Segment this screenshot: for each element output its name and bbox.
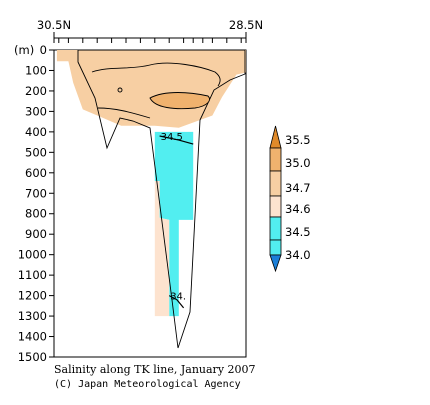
legend-swatch-4 (269, 216, 282, 241)
y-tick-label: 900 (25, 227, 47, 241)
y-tick-label: 1300 (18, 309, 47, 323)
contour-34-7-lower (97, 107, 151, 119)
legend-label: 35.5 (285, 133, 311, 147)
bathymetry-outline (77, 49, 246, 349)
region-salinity-34.5-34.6 (154, 131, 194, 317)
y-tick-label: 1500 (18, 350, 47, 364)
y-tick-label: 300 (25, 104, 47, 118)
contour-label-0: 34.5 (161, 132, 183, 143)
y-tick-label: 1200 (18, 289, 47, 303)
credit-text: (C) Japan Meteorological Agency (54, 379, 241, 390)
y-tick-label: 100 (25, 63, 47, 77)
y-tick-label: 600 (25, 166, 47, 180)
legend-label: 35.0 (285, 156, 311, 170)
x-tick-label: 30.5N (37, 18, 71, 32)
legend-swatch-1 (269, 147, 282, 172)
y-tick-label: 700 (25, 186, 47, 200)
region-salinity-34.6-34.7-patch (154, 181, 170, 317)
legend-label: 34.5 (285, 225, 311, 239)
y-tick-label: 1400 (18, 330, 47, 344)
legend: 35.5 35.0 34.7 34.6 34.5 34.0 (269, 125, 311, 273)
legend-swatch-2 (269, 170, 282, 197)
y-tick-label: 200 (25, 84, 47, 98)
x-axis: 30.5N 28.5N (37, 18, 263, 43)
legend-swatch-5 (269, 239, 282, 256)
chart-title: Salinity along TK line, January 2007 (54, 363, 256, 376)
y-tick-label: 400 (25, 125, 47, 139)
y-tick-label: 0 (40, 43, 47, 57)
contour-line-1 (168, 295, 185, 309)
contour-line-0 (159, 135, 194, 145)
legend-label: 34.0 (285, 248, 311, 262)
contour-35-0-small (117, 87, 123, 93)
contour-35-0-inner (149, 92, 210, 110)
y-tick-label: 1100 (18, 268, 47, 282)
contour-label-1: 34. (170, 292, 186, 303)
salinity-regions (56, 50, 247, 317)
y-tick-label: 500 (25, 145, 47, 159)
y-unit-label: (m) (14, 43, 34, 57)
legend-label: 34.7 (285, 181, 311, 195)
y-tick-label: 1000 (18, 248, 47, 262)
contour-labels: 34.5 34. (159, 132, 194, 309)
x-tick-label: 28.5N (229, 18, 263, 32)
legend-swatch-3 (269, 195, 282, 218)
legend-swatch-bottom (269, 254, 282, 273)
contours (91, 62, 221, 119)
contour-35-0-upper (91, 62, 221, 87)
y-tick-label: 800 (25, 207, 47, 221)
region-salinity-34.7-35.0 (56, 50, 247, 128)
legend-swatch-top (269, 125, 282, 149)
y-axis: 0 100 200 300 400 500 600 700 800 900 1000 1100 1200… (18, 43, 54, 364)
legend-label: 34.6 (285, 202, 311, 216)
